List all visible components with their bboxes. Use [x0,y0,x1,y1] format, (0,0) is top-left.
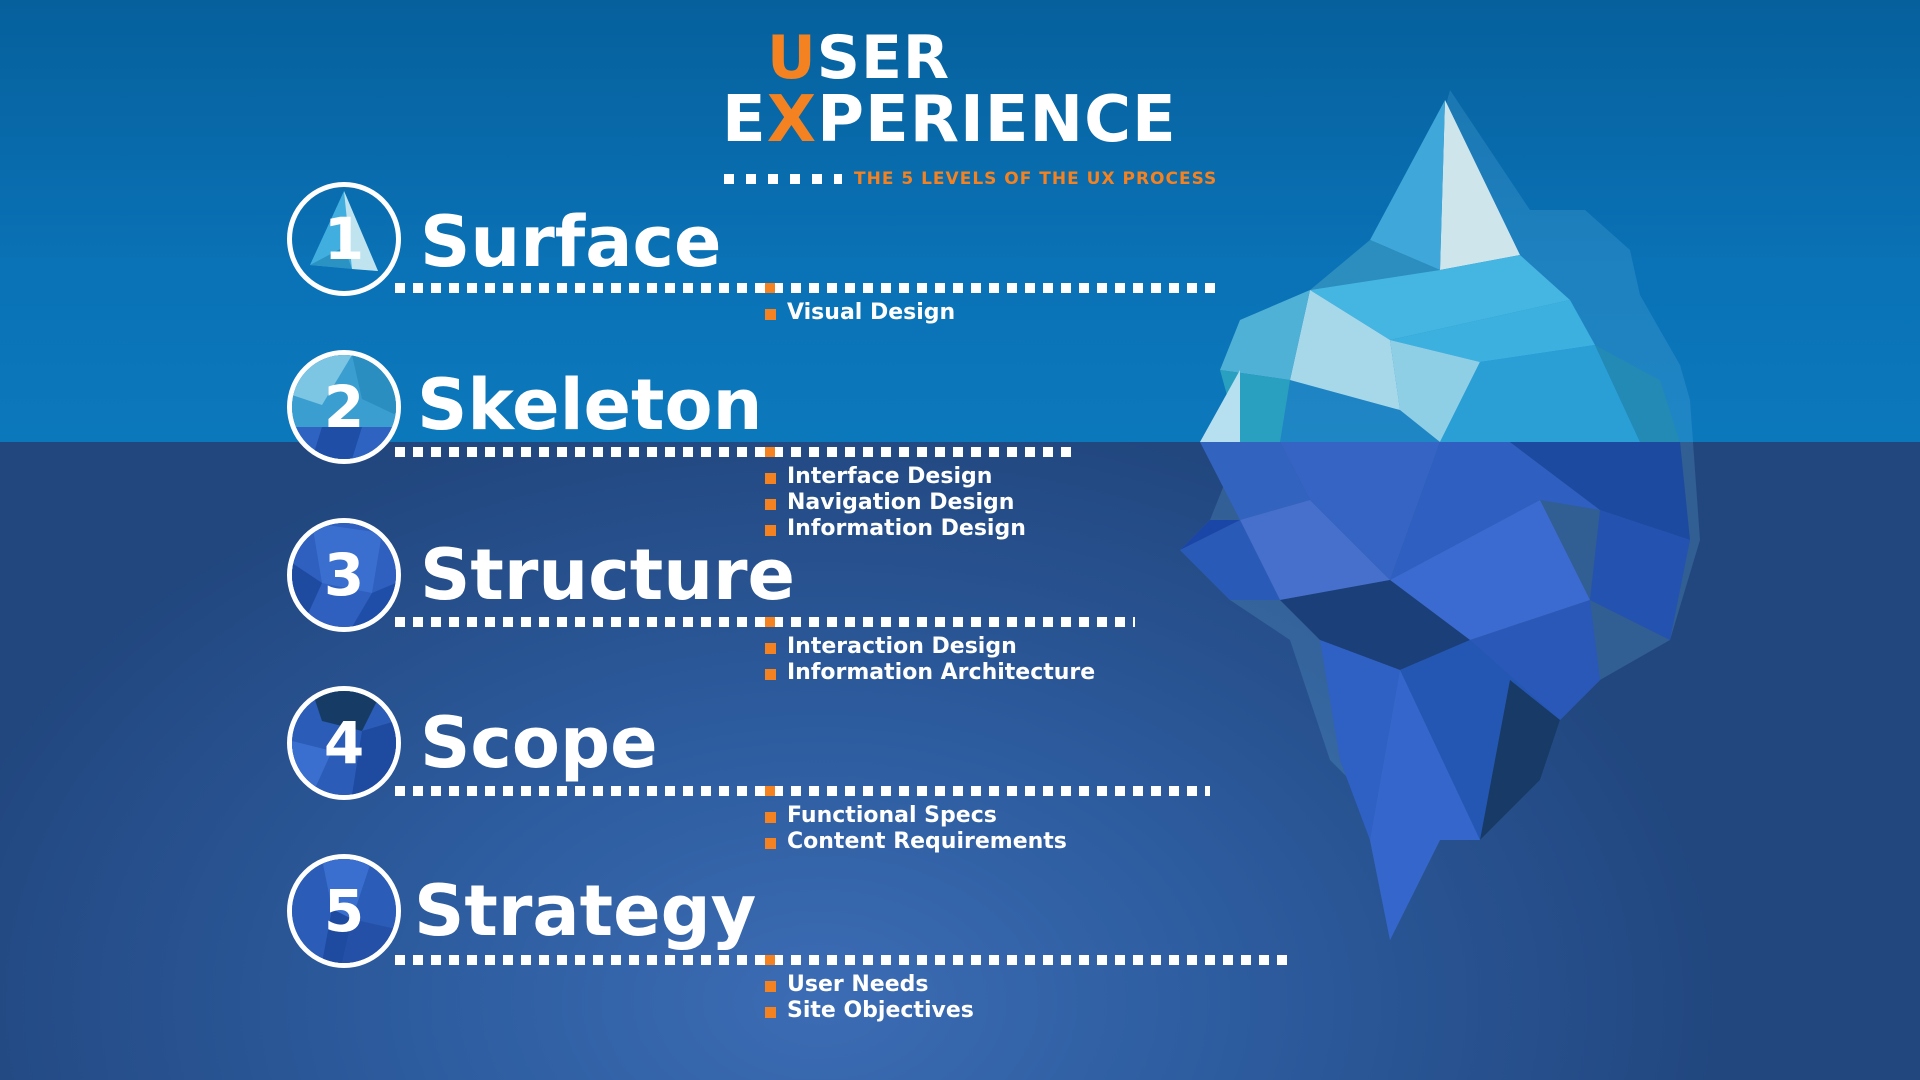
level-5-name: Strategy [414,870,757,952]
level-4-number: 4 [323,709,365,777]
level-1-dotted-line [395,283,1217,293]
ice-facet [1320,640,1400,840]
ice-facet [1290,290,1400,410]
ice-facet [1370,670,1480,940]
bullet-icon [765,499,776,510]
ice-facet [1595,345,1680,442]
level-1-items: Visual Design [765,300,955,326]
level-4-items: Functional Specs Content Requirements [765,803,1067,855]
level-4-badge-art [292,691,396,795]
level-4-dotted-line [395,786,1210,796]
ice-facet [1180,520,1280,600]
level-1-name: Surface [420,201,722,283]
title-accent-x: X [766,83,818,157]
level-3-number: 3 [323,541,365,609]
list-item: Visual Design [765,300,955,326]
level-2-name: Skeleton [417,364,763,446]
list-item: Navigation Design [765,490,1026,516]
ice-facet [1440,100,1520,270]
ice-facet [1220,290,1310,380]
ice-facet [1310,240,1440,290]
title-dotted-divider [724,174,842,184]
level-5-number: 5 [323,877,365,945]
level-3-name: Structure [420,534,796,616]
bullet-icon [765,1007,776,1018]
ice-facet [1240,500,1390,600]
ice-facet [1390,300,1595,362]
list-item: Information Design [765,516,1026,542]
ice-facet [1200,442,1310,520]
level-1-number: 1 [323,205,365,273]
ice-facet [1200,370,1240,442]
level-2-badge: 2 [287,350,401,464]
bullet-icon [765,525,776,536]
ice-facet [1390,442,1600,580]
title-experience-rest: PERIENCE [817,83,1177,157]
ice-facet [1390,500,1590,640]
list-item: Functional Specs [765,803,1067,829]
level-3-badge-art [292,523,396,627]
bullet-icon [765,838,776,849]
bullet-icon [765,812,776,823]
title-user-rest: SER [816,23,951,93]
level-3-badge: 3 [287,518,401,632]
list-item: Information Architecture [765,660,1095,686]
level-3-items: Interaction Design Information Architect… [765,634,1095,686]
list-item: Content Requirements [765,829,1067,855]
ice-facet [1390,340,1480,442]
list-item: Interaction Design [765,634,1095,660]
ice-facet [1470,600,1600,720]
bullet-icon [765,309,776,320]
level-5-items: User Needs Site Objectives [765,972,974,1024]
ice-facet [1510,442,1690,540]
ice-facet [1280,580,1470,670]
title-experience-first: E [722,83,767,157]
level-4-badge: 4 [287,686,401,800]
level-2-badge-art [292,355,396,459]
list-item: User Needs [765,972,974,998]
bullet-icon [765,981,776,992]
title-accent-u: U [767,23,817,93]
title-line-user: USER [767,28,950,88]
ice-facet [1180,520,1240,550]
ice-facet [1440,345,1640,442]
bullet-icon [765,643,776,654]
level-5-badge: 5 [287,854,401,968]
level-1-badge: 1 [287,182,401,296]
ice-facet [1370,100,1445,270]
ice-facet [1310,255,1570,340]
bullet-icon [765,473,776,484]
title-line-experience: EXPERIENCE [722,88,1177,152]
level-3-line-marker [765,617,775,627]
list-item: Interface Design [765,464,1026,490]
ice-facet [1280,442,1440,580]
level-2-dotted-line [395,447,1075,457]
ice-facet [1590,510,1690,640]
iceberg-icon [1180,90,1700,940]
level-4-name: Scope [420,702,658,784]
ice-facet [1480,680,1560,840]
level-4-line-marker [765,786,775,796]
title-subtitle: THE 5 LEVELS OF THE UX PROCESS [854,169,1218,189]
level-5-line-marker [765,955,775,965]
level-2-line-marker [765,447,775,457]
ice-facet [1400,640,1560,840]
level-2-number: 2 [323,373,365,441]
level-5-badge-art [292,859,396,963]
level-1-line-marker [765,283,775,293]
level-5-dotted-line [395,955,1295,965]
level-1-badge-art [310,191,378,271]
level-2-items: Interface Design Navigation Design Infor… [765,464,1026,542]
list-item: Site Objectives [765,998,974,1024]
bullet-icon [765,669,776,680]
